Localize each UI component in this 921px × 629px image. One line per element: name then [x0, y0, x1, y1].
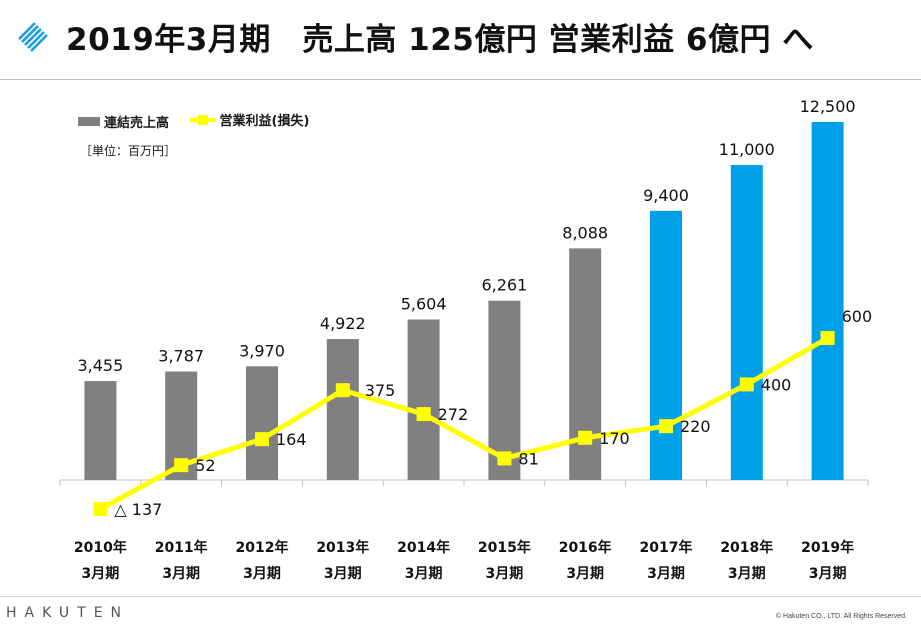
sales-bar-label: 8,088 — [562, 223, 608, 242]
x-tick-label: 3月期 — [486, 566, 524, 582]
legend-label-operating-profit: 営業利益(損失) — [219, 114, 310, 129]
operating-profit-label: 600 — [842, 307, 873, 326]
x-tick-label: 2019年 — [801, 539, 854, 556]
operating-profit-point — [659, 419, 673, 434]
sales-bar-label: 5,604 — [401, 295, 447, 314]
operating-profit-point — [255, 432, 269, 447]
x-tick-label: 3月期 — [566, 566, 604, 582]
operating-profit-point — [739, 377, 754, 392]
x-tick-label: 3月期 — [809, 566, 847, 582]
x-tick-label: 3月期 — [243, 566, 281, 582]
operating-profit-label: 81 — [518, 449, 538, 468]
legend-swatch-bar — [78, 116, 100, 126]
x-tick-label: 2018年 — [720, 539, 773, 556]
striped-diamond-icon — [18, 22, 50, 54]
sales-bar — [326, 339, 359, 480]
unit-label: ［単位：百万円］ — [80, 144, 177, 158]
sales-bar-label: 3,970 — [239, 341, 285, 360]
footer-divider — [0, 596, 921, 597]
operating-profit-line — [99, 335, 829, 512]
operating-profit-point — [578, 430, 593, 445]
operating-profit-label: 375 — [365, 381, 396, 400]
footer-copyright: © Hakuten CO., LTD. All Rights Reserved. — [775, 613, 907, 620]
x-tick-label: 3月期 — [405, 566, 443, 582]
legend-item-sales: 連結売上高 — [78, 112, 169, 131]
x-tick-label: 3月期 — [647, 566, 685, 582]
operating-profit-point — [497, 451, 512, 466]
operating-profit-label: 400 — [761, 375, 792, 394]
slide-title: 2019年3月期 売上高 125億円 営業利益 6億円 へ — [66, 22, 814, 58]
legend-label-sales: 連結売上高 — [104, 115, 170, 131]
sales-bar-label: 9,400 — [643, 186, 689, 205]
x-tick-label: 2015年 — [478, 539, 531, 556]
x-tick-label: 2011年 — [155, 539, 208, 556]
operating-profit-point — [820, 331, 835, 345]
sales-bar-label: 3,455 — [77, 356, 123, 375]
sales-bar-label: 4,922 — [320, 314, 366, 333]
x-tick-label: 3月期 — [324, 566, 362, 582]
x-tick-label: 3月期 — [728, 566, 766, 582]
operating-profit-label: 272 — [438, 405, 469, 424]
sales-bar — [407, 319, 440, 480]
header-divider — [0, 79, 921, 80]
x-tick-label: 2014年 — [397, 539, 450, 556]
x-tick-label: 2016年 — [559, 539, 612, 556]
chart-legend: 連結売上高 営業利益(損失) — [78, 110, 325, 131]
legend-item-operating-profit: 営業利益(損失) — [189, 110, 310, 129]
sales-bar — [650, 210, 682, 480]
operating-profit-label: 220 — [680, 417, 711, 436]
sales-bar-label: 11,000 — [719, 140, 775, 159]
sales-bar-label: 3,787 — [158, 347, 204, 366]
operating-profit-label: 164 — [276, 430, 307, 449]
operating-profit-point — [174, 458, 189, 473]
operating-profit-point — [416, 407, 431, 422]
sales-bar-label: 12,500 — [800, 97, 856, 116]
sales-bar-label: 6,261 — [481, 276, 527, 295]
x-tick-label: 2013年 — [316, 539, 369, 556]
operating-profit-label: 52 — [195, 456, 215, 475]
x-tick-label: 3月期 — [162, 566, 200, 582]
sales-bar — [84, 381, 117, 480]
sales-bar — [569, 248, 602, 480]
operating-profit-label: △ 137 — [114, 500, 162, 519]
operating-profit-point — [335, 383, 350, 398]
sales-bar — [246, 366, 278, 480]
slide-header: 2019年3月期 売上高 125億円 営業利益 6億円 へ — [0, 0, 921, 80]
x-tick-label: 2012年 — [236, 539, 289, 556]
operating-profit-point — [93, 502, 108, 516]
x-tick-label: 2010年 — [74, 539, 127, 556]
x-tick-label: 3月期 — [82, 566, 120, 582]
footer-brand: HAKUTEN — [6, 605, 130, 621]
legend-swatch-line — [189, 114, 216, 126]
x-tick-label: 2017年 — [640, 539, 693, 556]
sales-bar — [730, 164, 763, 480]
sales-bar — [811, 122, 844, 480]
operating-profit-label: 170 — [599, 429, 630, 448]
